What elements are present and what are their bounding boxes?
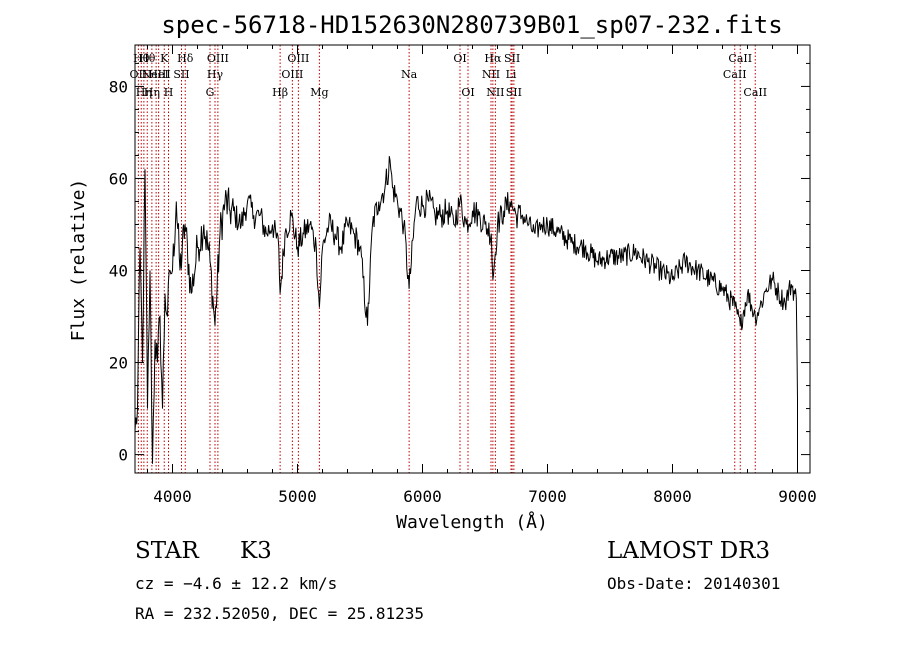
y-tick-label: 20 [109, 354, 128, 373]
line-label: Hη [144, 86, 160, 99]
line-label: Hβ [272, 86, 288, 99]
line-label: NII [486, 86, 504, 99]
line-label: CaII [723, 68, 747, 81]
line-label: Hα [484, 52, 502, 65]
obs-date-text: Obs-Date: 20140301 [607, 574, 781, 593]
x-tick-label: 9000 [778, 487, 817, 506]
line-label: CaII [743, 86, 767, 99]
line-label: Hγ [207, 68, 224, 81]
line-label: SII [506, 86, 522, 99]
object-subclass: K3 [240, 538, 272, 564]
line-label: Hδ [177, 52, 194, 65]
line-label: G [206, 86, 215, 99]
line-label: Hθ [139, 52, 156, 65]
line-label: Hη [136, 86, 152, 99]
line-label: OIII [287, 52, 309, 65]
y-axis: 0 20 40 60 80 [109, 62, 810, 465]
line-label: NII [482, 68, 500, 81]
line-label: OI [461, 86, 474, 99]
line-label: NeIII [142, 68, 171, 81]
line-label: K [160, 52, 169, 65]
line-label: HeI [148, 68, 168, 81]
line-label: SII [504, 52, 520, 65]
y-tick-label: 0 [118, 446, 128, 465]
line-label: SII [173, 68, 189, 81]
chart-title: spec-56718-HD152630N280739B01_sp07-232.f… [161, 11, 782, 39]
line-label: Mg [310, 86, 328, 99]
plot-frame [134, 44, 811, 474]
coordinates-text: RA = 232.52050, DEC = 25.81235 [135, 604, 424, 623]
line-label: OII [130, 68, 148, 81]
x-axis-label: Wavelength (Å) [396, 511, 548, 533]
x-axis: 4000 5000 6000 7000 8000 9000 [147, 45, 817, 506]
x-tick-label: 5000 [278, 487, 317, 506]
object-class: STAR [135, 538, 199, 564]
line-label: H [164, 86, 174, 99]
line-label: OIII [207, 52, 229, 65]
y-tick-label: 80 [109, 77, 128, 96]
x-tick-label: 7000 [528, 487, 567, 506]
spectrum-chart: spec-56718-HD152630N280739B01_sp07-232.f… [68, 11, 817, 533]
survey-name: LAMOST DR3 [607, 538, 771, 564]
y-tick-label: 60 [109, 169, 128, 188]
x-tick-label: 6000 [403, 487, 442, 506]
spectral-line-markers [137, 45, 756, 473]
line-label: Li [506, 68, 517, 81]
y-tick-label: 40 [109, 262, 128, 281]
line-label: OIII [281, 68, 303, 81]
spectrum-line [134, 156, 798, 469]
line-label: Na [401, 68, 418, 81]
y-axis-label: Flux (relative) [68, 179, 89, 342]
redshift-text: cz = −4.6 ± 12.2 km/s [135, 574, 338, 593]
x-tick-label: 8000 [653, 487, 692, 506]
line-label: OI [453, 52, 466, 65]
x-tick-label: 4000 [153, 487, 192, 506]
line-label: CaII [728, 52, 752, 65]
line-label: Hθ [133, 52, 150, 65]
